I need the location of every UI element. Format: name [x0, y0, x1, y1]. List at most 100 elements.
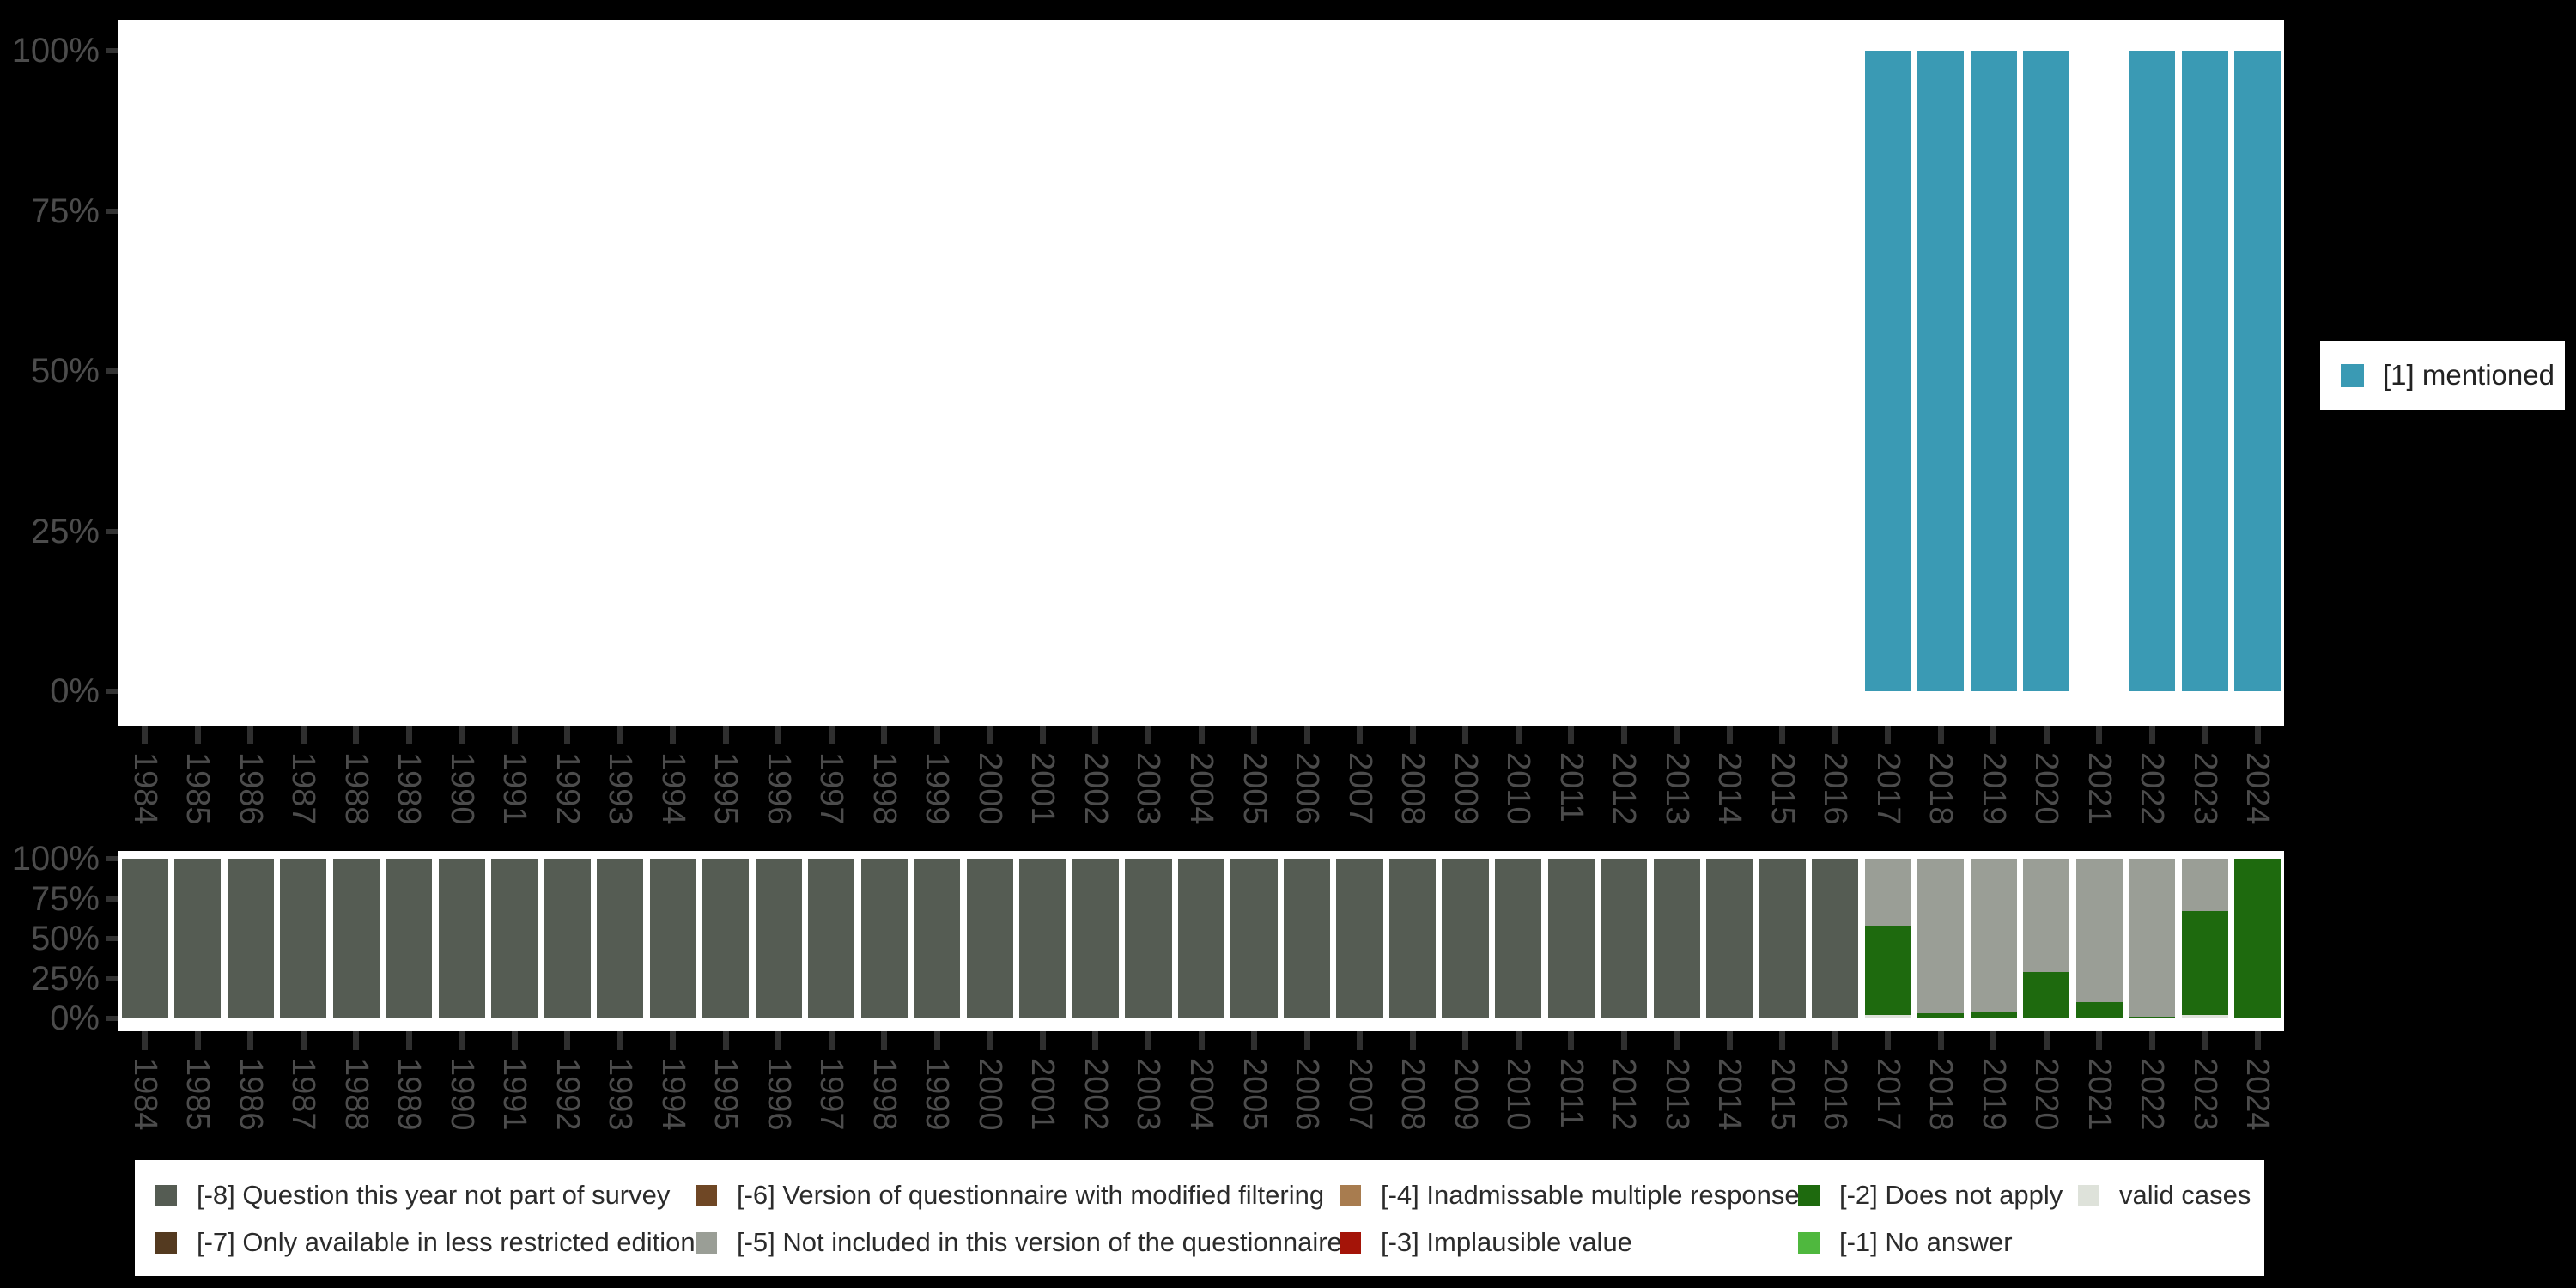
bar-2024-mentioned[interactable]	[2234, 51, 2281, 691]
bar-2022-mentioned[interactable]	[2129, 51, 2176, 691]
bar-segment-2005--8[interactable]	[1230, 859, 1278, 1018]
bar-segment-2017--2[interactable]	[1864, 926, 1911, 1016]
bar-segment-1994--8[interactable]	[649, 859, 696, 1018]
bar-segment-2010--8[interactable]	[1495, 859, 1542, 1018]
x-axis-tick-top	[617, 726, 623, 744]
x-axis-tick-bottom	[722, 1031, 729, 1050]
legend-item--6: [-6] Version of questionnaire with modif…	[696, 1181, 1324, 1210]
bar-segment-1998--8[interactable]	[860, 859, 908, 1018]
legend-swatch--7	[155, 1231, 177, 1254]
bar-segment-2021--2[interactable]	[2075, 1002, 2123, 1018]
legend-label-valid: valid cases	[2119, 1180, 2251, 1210]
bar-2017-mentioned[interactable]	[1864, 51, 1911, 691]
mentioned-legend-swatch	[2341, 363, 2364, 387]
bar-segment-2001--8[interactable]	[1019, 859, 1066, 1018]
legend-swatch--2	[1798, 1184, 1820, 1206]
bar-segment-1990--8[interactable]	[438, 859, 485, 1018]
bar-segment-2019--5[interactable]	[1970, 859, 2017, 1012]
bar-segment-2007--8[interactable]	[1336, 859, 1383, 1018]
x-axis-tick-top	[459, 726, 465, 744]
bar-segment-2023-valid[interactable]	[2181, 1015, 2228, 1018]
legend-item--2: [-2] Does not apply	[1798, 1181, 2063, 1210]
bar-segment-2022--2[interactable]	[2129, 1017, 2176, 1018]
bar-segment-2022--5[interactable]	[2129, 859, 2176, 1018]
bar-segment-2009--8[interactable]	[1442, 859, 1489, 1018]
bar-segment-1987--8[interactable]	[280, 859, 327, 1018]
bar-segment-2014--8[interactable]	[1706, 859, 1753, 1018]
bar-segment-1999--8[interactable]	[914, 859, 961, 1018]
bar-segment-2023--5[interactable]	[2181, 859, 2228, 912]
bar-segment-1997--8[interactable]	[808, 859, 855, 1018]
bar-2020-mentioned[interactable]	[2023, 51, 2070, 691]
legend-label--7: [-7] Only available in less restricted e…	[197, 1227, 696, 1257]
x-axis-tick-bottom	[2202, 1031, 2208, 1050]
bar-segment-1995--8[interactable]	[702, 859, 750, 1018]
x-axis-tick-bottom	[2148, 1031, 2155, 1050]
bar-segment-2020--5[interactable]	[2023, 859, 2070, 973]
bar-segment-2018--2[interactable]	[1917, 1013, 1965, 1018]
legend-item--3: [-3] Implausible value	[1340, 1228, 1632, 1257]
bar-2019-mentioned[interactable]	[1970, 51, 2017, 691]
bar-segment-2023--2[interactable]	[2181, 911, 2228, 1016]
x-axis-tick-top	[1198, 726, 1205, 744]
legend-item--7: [-7] Only available in less restricted e…	[155, 1228, 696, 1257]
bar-segment-2019--2[interactable]	[1970, 1012, 2017, 1018]
bar-segment-2015--8[interactable]	[1759, 859, 1806, 1018]
legend-label--5: [-5] Not included in this version of the…	[737, 1227, 1342, 1257]
x-axis-tick-bottom	[247, 1031, 254, 1050]
bar-segment-2000--8[interactable]	[966, 859, 1013, 1018]
x-axis-tick-bottom	[1039, 1031, 1046, 1050]
bar-segment-2020--2[interactable]	[2023, 972, 2070, 1018]
bar-segment-1985--8[interactable]	[174, 859, 222, 1018]
bar-segment-2011--8[interactable]	[1547, 859, 1595, 1018]
bar-segment-1993--8[interactable]	[597, 859, 644, 1018]
y-axis-tick-bottom	[106, 936, 118, 941]
x-axis-tick-bottom	[1515, 1031, 1522, 1050]
bar-segment-1986--8[interactable]	[227, 859, 274, 1018]
bar-segment-2024--2[interactable]	[2234, 859, 2281, 1018]
bar-segment-2003--8[interactable]	[1125, 859, 1172, 1018]
bar-segment-1996--8[interactable]	[755, 859, 802, 1018]
legend-item--4: [-4] Inadmissable multiple response	[1340, 1181, 1800, 1210]
x-axis-tick-bottom	[1779, 1031, 1786, 1050]
legend-swatch--8	[155, 1184, 177, 1206]
bar-segment-2006--8[interactable]	[1283, 859, 1331, 1018]
x-axis-tick-top	[1251, 726, 1257, 744]
bar-segment-1991--8[interactable]	[491, 859, 538, 1018]
bar-segment-2002--8[interactable]	[1072, 859, 1120, 1018]
bar-2018-mentioned[interactable]	[1917, 51, 1965, 691]
x-axis-tick-bottom	[300, 1031, 307, 1050]
x-axis-tick-top	[1620, 726, 1627, 744]
x-axis-tick-top	[1937, 726, 1944, 744]
x-axis-tick-top	[405, 726, 412, 744]
bar-segment-2008--8[interactable]	[1388, 859, 1437, 1018]
x-axis-tick-bottom	[1832, 1031, 1838, 1050]
y-axis-label-top: 50%	[30, 352, 100, 390]
bar-2023-mentioned[interactable]	[2181, 51, 2228, 691]
bar-segment-2017-valid[interactable]	[1864, 1015, 1911, 1018]
x-axis-tick-top	[670, 726, 677, 744]
x-axis-tick-top	[1568, 726, 1575, 744]
bar-segment-1988--8[interactable]	[332, 859, 380, 1018]
legend-swatch--6	[696, 1184, 717, 1206]
bar-segment-1989--8[interactable]	[386, 859, 433, 1018]
x-axis-tick-bottom	[933, 1031, 940, 1050]
bar-segment-2018--5[interactable]	[1917, 859, 1965, 1014]
bar-segment-2004--8[interactable]	[1177, 859, 1225, 1018]
y-axis-tick-bottom	[106, 896, 118, 902]
legend-label--6: [-6] Version of questionnaire with modif…	[737, 1180, 1325, 1210]
x-axis-tick-bottom	[511, 1031, 518, 1050]
legend-label--4: [-4] Inadmissable multiple response	[1381, 1180, 1800, 1210]
bar-segment-2017--5[interactable]	[1864, 859, 1911, 927]
bar-segment-1984--8[interactable]	[121, 859, 168, 1018]
bar-segment-2016--8[interactable]	[1812, 859, 1859, 1018]
bar-segment-2012--8[interactable]	[1601, 859, 1648, 1018]
x-axis-tick-bottom	[1568, 1031, 1575, 1050]
bar-segment-1992--8[interactable]	[544, 859, 591, 1018]
x-axis-tick-bottom	[2043, 1031, 2050, 1050]
bar-segment-2021--5[interactable]	[2075, 859, 2123, 1003]
x-axis-tick-bottom	[987, 1031, 993, 1050]
x-axis-tick-bottom	[1726, 1031, 1733, 1050]
bar-segment-2013--8[interactable]	[1653, 859, 1700, 1018]
legend-label--8: [-8] Question this year not part of surv…	[197, 1180, 671, 1210]
